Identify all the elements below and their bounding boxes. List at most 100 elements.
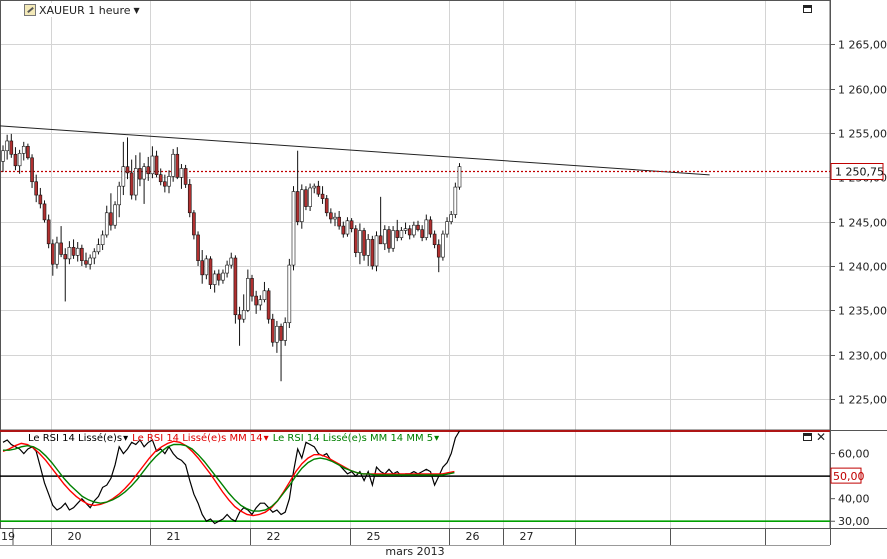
- candle: [179, 164, 184, 189]
- legend-rsi-mm5[interactable]: Le RSI 14 Lissé(e)s MM 14 MM 5 ▾: [273, 433, 440, 444]
- candle-body: [362, 230, 366, 256]
- candle-body: [432, 233, 437, 246]
- candle-body: [308, 187, 312, 207]
- candle-body: [407, 228, 412, 236]
- candle-body: [9, 140, 14, 155]
- candle: [416, 220, 420, 232]
- close-icon[interactable]: ✕: [816, 430, 827, 444]
- candle-body: [358, 230, 362, 253]
- candle: [183, 164, 188, 188]
- candle: [441, 230, 445, 261]
- candle: [200, 250, 204, 284]
- price-panel-maximize-icon[interactable]: [803, 5, 812, 13]
- candle-body: [150, 155, 155, 175]
- candle: [341, 221, 346, 238]
- candle-body: [179, 168, 184, 178]
- dropdown-caret-icon[interactable]: ▼: [133, 5, 140, 15]
- chevron-down-icon[interactable]: ▾: [434, 432, 440, 444]
- indicator-panel-maximize-icon[interactable]: [803, 433, 812, 441]
- y-tick-label: 1 265,00: [838, 39, 887, 52]
- day-label: 20: [68, 530, 82, 543]
- candle-body: [204, 258, 209, 276]
- chevron-down-icon[interactable]: ▾: [263, 432, 269, 444]
- candle: [237, 306, 242, 346]
- candle: [142, 163, 146, 204]
- candle: [246, 269, 250, 313]
- legend-rsi[interactable]: Le RSI 14 Lissé(e)s ▾: [28, 433, 128, 444]
- candle: [21, 141, 26, 161]
- candle-body: [121, 166, 126, 187]
- candle-body: [225, 264, 229, 274]
- candle: [387, 226, 391, 253]
- candle-body: [50, 243, 55, 265]
- candle-body: [84, 260, 88, 265]
- symbol-selector[interactable]: XAUEUR 1 heure ▼: [24, 3, 140, 17]
- candle-body: [183, 168, 188, 185]
- candle-body: [428, 219, 433, 235]
- candle-body: [113, 204, 117, 226]
- candle-body: [55, 242, 59, 265]
- candle-body: [5, 140, 9, 152]
- candle-body: [237, 314, 242, 320]
- candle-body: [129, 172, 134, 196]
- candle: [38, 187, 43, 209]
- candle: [55, 236, 59, 269]
- candle-body: [134, 168, 138, 196]
- candle-body: [200, 260, 204, 276]
- candle-body: [30, 157, 34, 183]
- candle: [254, 290, 258, 314]
- candle: [80, 244, 84, 266]
- candle-body: [270, 318, 275, 343]
- candle-body: [158, 174, 163, 183]
- candle-body: [71, 247, 76, 256]
- candle: [295, 150, 300, 226]
- candle: [17, 149, 22, 174]
- candle-body: [17, 153, 22, 167]
- candle: [324, 195, 329, 217]
- candle-body: [353, 228, 358, 253]
- rsi-y-tick-label: 30,00: [838, 515, 870, 528]
- candle-body: [88, 257, 92, 265]
- legend-mm14-label: Le RSI 14 Lissé(e)s MM 14: [132, 432, 263, 444]
- candle: [30, 154, 34, 188]
- rsi-mid-label: 50,00: [833, 470, 865, 483]
- day-label: 21: [167, 530, 181, 543]
- candle: [353, 225, 358, 258]
- candle: [187, 179, 192, 218]
- candle-body: [34, 181, 39, 196]
- chevron-down-icon[interactable]: ▾: [123, 432, 129, 444]
- candle-body: [304, 189, 308, 207]
- day-label: 25: [367, 530, 381, 543]
- candle: [121, 141, 126, 196]
- candle: [50, 239, 55, 276]
- candle: [104, 205, 109, 238]
- candle: [299, 184, 304, 229]
- candle: [125, 137, 130, 180]
- candle: [134, 155, 138, 201]
- candle-body: [246, 278, 250, 311]
- candle-body: [250, 278, 254, 297]
- candle: [279, 323, 283, 382]
- candle-body: [192, 212, 196, 236]
- candle: [287, 258, 292, 329]
- candle: [275, 320, 279, 353]
- candle-body: [445, 221, 449, 235]
- legend-rsi-mm14[interactable]: Le RSI 14 Lissé(e)s MM 14 ▾: [132, 433, 269, 444]
- candle: [71, 239, 76, 259]
- candle-body: [316, 185, 321, 195]
- candle-body: [21, 145, 26, 154]
- candle: [262, 281, 267, 303]
- candle-body: [395, 230, 400, 238]
- candle-body: [100, 234, 105, 246]
- candle: [329, 208, 333, 224]
- candle-body: [212, 273, 217, 285]
- candle-body: [287, 264, 292, 324]
- candle: [163, 174, 167, 193]
- candle-body: [109, 212, 113, 226]
- candle: [374, 231, 379, 272]
- candle: [158, 168, 163, 186]
- candle: [449, 211, 454, 225]
- candle-body: [320, 193, 325, 199]
- candle: [241, 294, 246, 323]
